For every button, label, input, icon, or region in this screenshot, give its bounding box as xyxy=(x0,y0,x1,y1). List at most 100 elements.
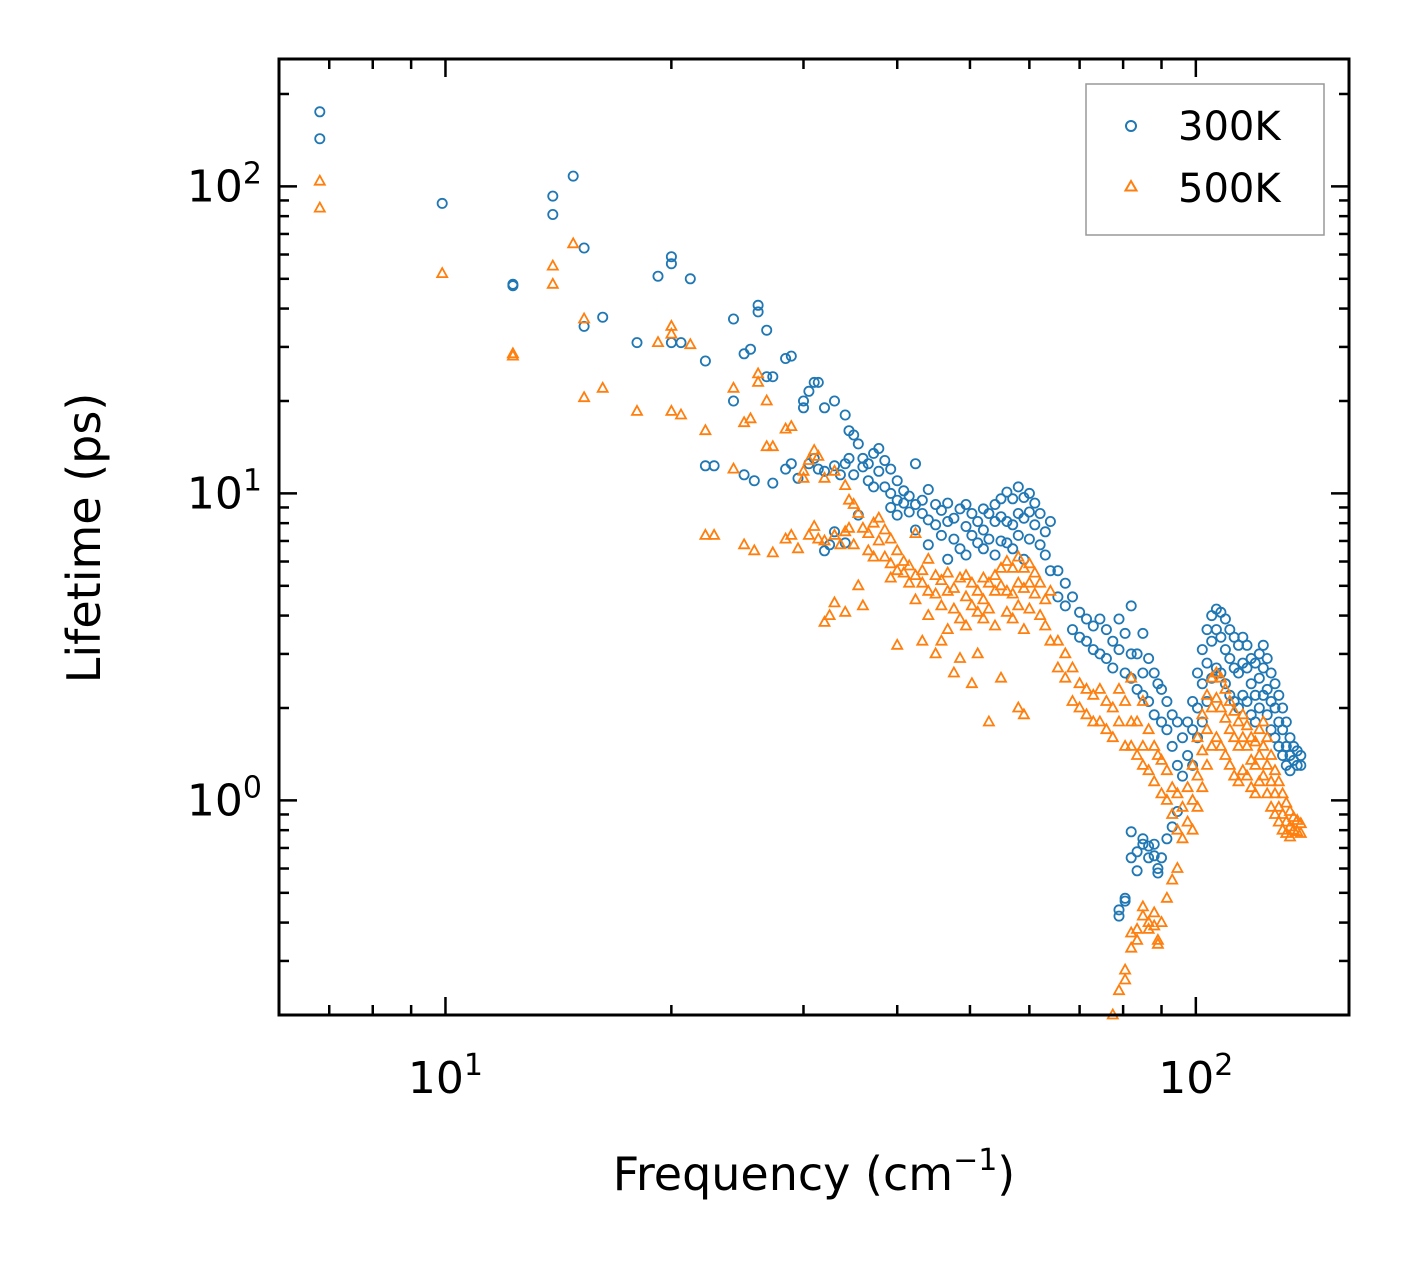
data-point-500k xyxy=(1231,714,1246,727)
data-point-300k xyxy=(1094,613,1106,625)
data-point-300k xyxy=(848,429,860,441)
data-point-500k xyxy=(807,443,821,455)
data-point-300k xyxy=(1007,493,1019,505)
data-point-300k xyxy=(631,337,643,349)
data-point-500k xyxy=(921,583,935,596)
data-point-300k xyxy=(1269,678,1281,690)
data-point-300k xyxy=(1177,732,1189,744)
data-point-500k xyxy=(861,526,875,538)
data-point-300k xyxy=(748,475,760,487)
data-point-300k xyxy=(898,497,910,509)
data-point-300k xyxy=(507,280,519,292)
data-point-300k xyxy=(547,208,559,220)
data-point-500k xyxy=(1093,682,1107,694)
data-point-300k xyxy=(1012,529,1024,541)
data-point-500k xyxy=(1165,807,1179,819)
data-point-300k xyxy=(767,371,779,383)
data-point-500k xyxy=(965,575,979,588)
data-point-500k xyxy=(1190,768,1205,781)
data-point-500k xyxy=(994,561,1008,573)
data-point-300k xyxy=(1137,689,1149,701)
data-point-300k xyxy=(767,477,779,489)
data-point-300k xyxy=(1215,631,1227,643)
data-point-500k xyxy=(1175,799,1190,812)
data-point-300k xyxy=(960,498,972,510)
data-point-300k xyxy=(314,133,326,145)
data-point-300k xyxy=(785,458,797,470)
data-point-500k xyxy=(1256,768,1270,781)
data-point-300k xyxy=(547,190,559,202)
data-point-500k xyxy=(791,541,805,554)
data-point-500k xyxy=(851,506,865,518)
data-point-300k xyxy=(1224,653,1236,665)
data-point-500k xyxy=(802,528,816,540)
data-point-500k xyxy=(1256,739,1270,751)
data-point-300k xyxy=(1107,662,1119,674)
data-point-300k xyxy=(1029,519,1041,531)
data-point-500k xyxy=(1043,633,1057,646)
y-tick-label-10-1: 101 xyxy=(187,463,262,519)
data-point-300k xyxy=(1257,662,1269,674)
data-point-500k xyxy=(838,524,852,537)
data-point-500k xyxy=(1118,972,1132,985)
data-point-500k xyxy=(856,598,870,611)
data-point-300k xyxy=(728,395,740,407)
data-point-300k xyxy=(1125,826,1137,838)
data-point-500k xyxy=(959,618,973,631)
data-point-300k xyxy=(1131,683,1143,695)
data-points-layer xyxy=(313,106,1308,1020)
data-point-500k xyxy=(1154,915,1169,927)
data-point-500k xyxy=(823,608,837,620)
data-point-500k xyxy=(1017,707,1031,720)
data-point-500k xyxy=(1200,687,1214,700)
data-point-500k xyxy=(856,520,870,533)
data-point-300k xyxy=(1007,519,1019,531)
data-point-500k xyxy=(1283,804,1297,816)
data-point-500k xyxy=(766,439,780,452)
data-point-300k xyxy=(1277,750,1289,762)
data-point-500k xyxy=(1112,682,1126,694)
data-point-500k xyxy=(1252,774,1266,787)
data-point-500k xyxy=(674,407,688,420)
data-point-500k xyxy=(1200,722,1214,735)
data-point-300k xyxy=(803,385,815,397)
data-point-500k xyxy=(921,551,935,564)
data-point-300k xyxy=(1156,716,1168,728)
data-point-500k xyxy=(934,573,948,585)
x-tick-label-10-1: 101 xyxy=(408,1048,483,1104)
data-point-500k xyxy=(1214,700,1228,713)
data-point-300k xyxy=(1273,689,1285,701)
data-point-300k xyxy=(942,516,954,528)
data-point-500k xyxy=(1136,694,1150,706)
data-point-500k xyxy=(934,598,948,611)
data-point-300k xyxy=(1215,667,1227,679)
data-point-300k xyxy=(873,442,885,454)
data-point-300k xyxy=(983,533,995,545)
data-point-500k xyxy=(878,549,892,562)
data-point-500k xyxy=(1209,691,1223,703)
data-point-500k xyxy=(1043,583,1057,596)
data-point-500k xyxy=(1011,598,1025,611)
data-point-300k xyxy=(1113,644,1125,656)
data-point-300k xyxy=(1131,865,1143,877)
y-tick-label-10-0: 100 xyxy=(187,770,262,826)
data-point-300k xyxy=(1087,620,1099,632)
data-point-500k xyxy=(1022,556,1036,569)
data-point-500k xyxy=(1051,660,1065,673)
data-point-500k xyxy=(1209,665,1223,678)
data-point-300k xyxy=(1219,613,1231,625)
data-point-500k xyxy=(1079,707,1094,720)
data-point-300k xyxy=(1261,709,1273,721)
data-point-300k xyxy=(1039,549,1051,561)
data-point-500k xyxy=(664,326,678,339)
data-point-500k xyxy=(1264,774,1278,787)
data-point-500k xyxy=(1151,936,1165,949)
data-point-500k xyxy=(861,543,875,556)
data-point-300k xyxy=(1249,689,1261,701)
data-point-300k xyxy=(1166,740,1178,752)
data-point-500k xyxy=(1142,922,1156,934)
data-point-500k xyxy=(1256,714,1270,727)
data-point-500k xyxy=(929,568,943,580)
data-point-300k xyxy=(1137,833,1149,845)
data-point-500k xyxy=(897,565,911,578)
